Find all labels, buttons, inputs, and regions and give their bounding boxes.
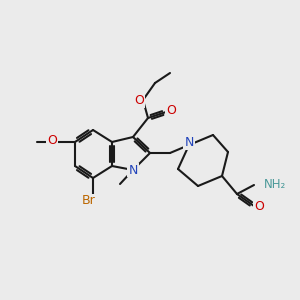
Text: NH₂: NH₂: [264, 178, 286, 190]
Text: O: O: [166, 104, 176, 118]
Text: N: N: [184, 136, 194, 149]
Text: O: O: [134, 94, 144, 107]
Text: O: O: [47, 134, 57, 148]
Text: N: N: [128, 164, 138, 176]
Text: Br: Br: [82, 194, 96, 208]
Text: O: O: [254, 200, 264, 214]
